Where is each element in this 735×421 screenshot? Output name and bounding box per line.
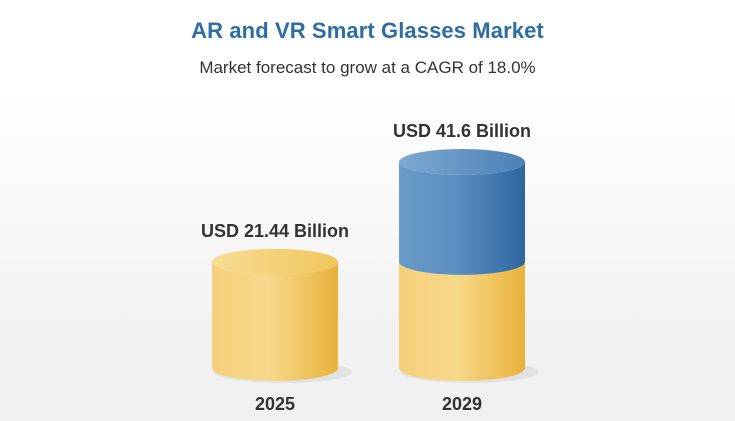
value-label-2025: USD 21.44 Billion <box>201 221 349 241</box>
chart-title: AR and VR Smart Glasses Market <box>191 18 544 43</box>
category-label-2029: 2029 <box>442 394 482 414</box>
labels-layer: USD 21.44 Billion USD 41.6 Billion 2025 202… <box>201 121 531 414</box>
bars-layer <box>212 149 539 383</box>
chart-subtitle: Market forecast to grow at a CAGR of 18.… <box>199 58 536 77</box>
category-label-2025: 2025 <box>255 394 295 414</box>
bar-2029-base <box>399 261 526 381</box>
value-label-2029: USD 41.6 Billion <box>393 121 531 141</box>
bar-2029-growth <box>399 149 525 275</box>
bar-2025 <box>212 248 338 381</box>
